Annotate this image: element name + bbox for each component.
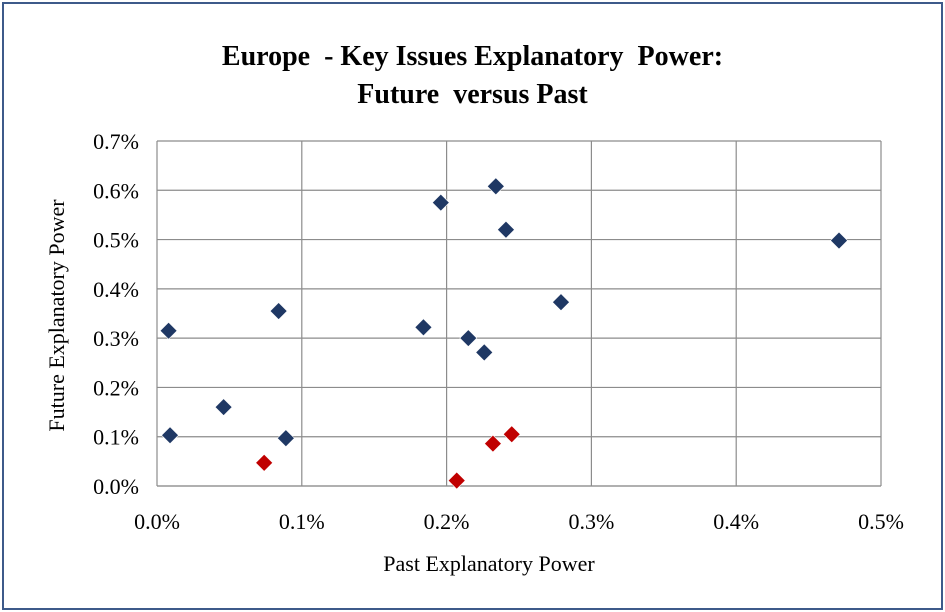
data-point (255, 453, 274, 472)
x-axis-label: Past Explanatory Power (383, 551, 595, 576)
data-point (830, 231, 848, 250)
data-point (486, 177, 505, 196)
data-point (159, 321, 178, 340)
y-tick-labels: 0.0% 0.1% 0.2% 0.3% 0.4% 0.5% 0.6% 0.7% (93, 129, 139, 499)
data-point (552, 293, 570, 312)
data-point (276, 429, 295, 448)
x-tick-label: 0.5% (858, 509, 904, 534)
y-tick-label: 0.0% (93, 474, 139, 499)
data-point (269, 302, 288, 320)
x-tick-labels: 0.0% 0.1% 0.2% 0.3% 0.4% 0.5% (134, 509, 904, 534)
y-tick-label: 0.7% (93, 129, 139, 154)
data-point (414, 318, 433, 337)
x-tick-label: 0.1% (279, 509, 325, 534)
chart-title-line-2: Future versus Past (357, 79, 588, 110)
data-point (459, 329, 478, 348)
data-point (502, 425, 521, 444)
data-point (161, 426, 179, 445)
y-tick-label: 0.4% (93, 277, 139, 302)
data-point (431, 193, 450, 212)
x-tick-label: 0.2% (424, 509, 470, 534)
x-tick-label: 0.0% (134, 509, 180, 534)
y-tick-label: 0.3% (93, 326, 139, 351)
y-axis-label: Future Explanatory Power (44, 199, 69, 432)
x-tick-label: 0.4% (713, 509, 759, 534)
grid (156, 140, 882, 487)
data-point (497, 220, 515, 239)
y-tick-label: 0.5% (93, 228, 139, 253)
data-point (214, 398, 233, 417)
x-tick-label: 0.3% (568, 509, 614, 534)
chart-title-line-1: Europe - Key Issues Explanatory Power: (221, 41, 724, 72)
data-points (159, 177, 848, 490)
data-point (447, 471, 466, 490)
chart-title: Europe - Key Issues Explanatory Power: F… (0, 38, 945, 114)
y-tick-label: 0.6% (93, 178, 139, 203)
data-point (484, 434, 502, 453)
y-tick-label: 0.2% (93, 375, 139, 400)
data-point (475, 343, 494, 362)
y-tick-label: 0.1% (93, 425, 139, 450)
